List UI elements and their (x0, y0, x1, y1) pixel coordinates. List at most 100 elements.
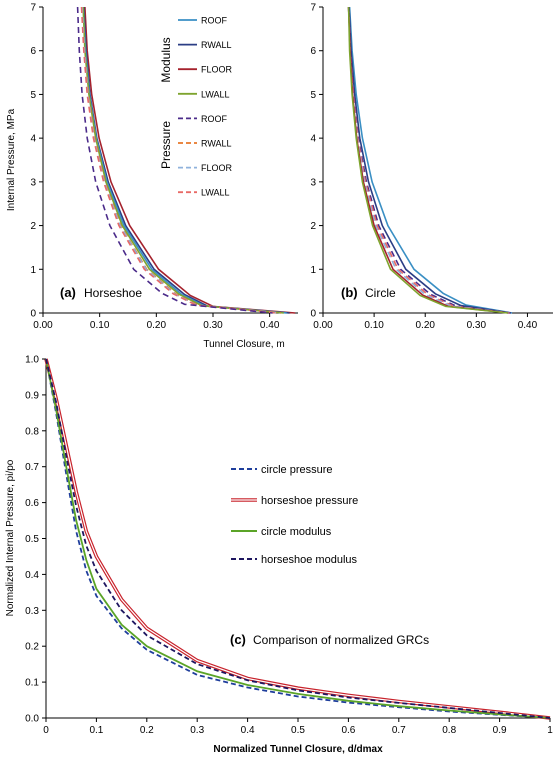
x-tick-label: 0.4 (241, 725, 255, 736)
series-line (76, 6, 273, 314)
y-tick-label: 0.1 (25, 678, 39, 689)
panel-a-label: (a) (60, 285, 76, 300)
series-line (81, 6, 282, 314)
x-tick-label: 0.30 (203, 320, 223, 331)
legend-label: LWALL (201, 89, 230, 99)
y-tick-label: 0.9 (25, 390, 39, 401)
legend-label: circle pressure (261, 464, 333, 476)
panel-c-x-axis-title: Normalized Tunnel Closure, d/dmax (213, 744, 383, 755)
y-tick-label: 0 (30, 309, 36, 320)
series-line (347, 6, 511, 314)
y-tick-label: 2 (310, 221, 316, 232)
series-line (84, 6, 296, 314)
panel-b-series (347, 6, 513, 314)
x-tick-label: 0.5 (291, 725, 305, 736)
y-tick-label: 4 (30, 134, 36, 145)
series-line (45, 358, 551, 719)
y-tick-label: 0.3 (25, 606, 39, 617)
panel-a-axes (39, 6, 298, 317)
x-tick-label: 0.6 (341, 725, 355, 736)
y-tick-label: 0 (310, 309, 316, 320)
series-line (348, 6, 512, 314)
legend-group-pressure: Pressure (159, 121, 173, 169)
panel-a-series (76, 6, 296, 314)
panel-b-name: Circle (365, 286, 396, 300)
legend-label: horseshoe modulus (261, 554, 358, 566)
series-line (45, 358, 551, 719)
y-tick-label: 3 (30, 177, 36, 188)
legend-label: FLOOR (201, 163, 233, 173)
x-tick-label: 0.00 (313, 320, 333, 331)
legend-group-modulus: Modulus (159, 37, 173, 82)
y-tick-label: 0.2 (25, 642, 39, 653)
y-tick-label: 0.5 (25, 534, 39, 545)
series-line (347, 6, 509, 314)
x-tick-label: 0.30 (467, 320, 487, 331)
series-line (347, 6, 510, 314)
panel-b: 0.00 0.10 0.20 0.30 0.40 0 1 2 3 4 5 6 7 (b) Circle (310, 3, 553, 332)
y-tick-label: 1 (30, 265, 36, 276)
legend-label: RWALL (201, 40, 232, 50)
panel-a-y-axis-title: Internal Pressure, MPa (6, 108, 17, 211)
series-line-inner (45, 358, 551, 719)
series-line (347, 6, 509, 314)
y-tick-label: 1 (310, 265, 316, 276)
legend-label: horseshoe pressure (261, 495, 358, 507)
y-tick-label: 3 (310, 177, 316, 188)
panel-b-label: (b) (341, 285, 358, 300)
x-tick-label: 0.40 (518, 320, 538, 331)
legend-label: ROOF (201, 16, 228, 26)
series-line (45, 358, 551, 719)
series-line (81, 6, 280, 314)
y-tick-label: 0.0 (25, 714, 39, 725)
series-line (82, 6, 284, 314)
y-tick-label: 5 (310, 90, 316, 101)
y-tick-label: 0.7 (25, 462, 39, 473)
y-tick-label: 0.6 (25, 498, 39, 509)
panel-c-label: (c) (230, 632, 246, 647)
y-tick-label: 1.0 (25, 355, 39, 366)
series-line (82, 6, 287, 314)
legend-label: LWALL (201, 188, 230, 198)
x-tick-label: 0.20 (147, 320, 167, 331)
x-tick-label: 0 (43, 725, 49, 736)
legend-label: FLOOR (201, 65, 233, 75)
panel-a-x-axis-title: Tunnel Closure, m (203, 339, 284, 350)
y-tick-label: 7 (310, 3, 316, 14)
panel-c-series (44, 358, 551, 720)
y-tick-label: 2 (30, 221, 36, 232)
x-tick-label: 0.10 (364, 320, 384, 331)
y-tick-label: 5 (30, 90, 36, 101)
y-tick-label: 0.8 (25, 426, 39, 437)
series-line (348, 6, 513, 314)
panel-c-ticks: 0 0.1 0.2 0.3 0.4 0.5 0.6 0.7 0.8 0.9 1 0.0 0.1 0.2 0.… (25, 355, 553, 737)
x-tick-label: 0.00 (33, 320, 53, 331)
panel-b-ticks: 0.00 0.10 0.20 0.30 0.40 0 1 2 3 4 5 6 7 (310, 3, 537, 332)
legend-label: ROOF (201, 114, 228, 124)
x-tick-label: 0.7 (392, 725, 406, 736)
y-tick-label: 7 (30, 3, 36, 14)
x-tick-label: 0.9 (493, 725, 507, 736)
panel-a: 0.00 0.10 0.20 0.30 0.40 0 1 2 3 4 5 6 7 (a) Horsesh… (6, 3, 298, 350)
panel-c-axes (42, 358, 551, 722)
x-tick-label: 0.8 (442, 725, 456, 736)
panel-c-name: Comparison of normalized GRCs (253, 633, 429, 647)
series-line (80, 6, 279, 314)
x-tick-label: 0.20 (415, 320, 435, 331)
series-line (347, 6, 510, 314)
panel-c-y-axis-title: Normalized Internal Pressure, pi/po (5, 459, 16, 616)
y-tick-label: 6 (310, 46, 316, 57)
y-tick-label: 6 (30, 46, 36, 57)
series-line (83, 6, 290, 314)
panel-a-ticks: 0.00 0.10 0.20 0.30 0.40 0 1 2 3 4 5 6 7 (30, 3, 279, 332)
x-tick-label: 1 (547, 725, 553, 736)
x-tick-label: 0.40 (260, 320, 280, 331)
x-tick-label: 0.10 (90, 320, 110, 331)
panel-a-name: Horseshoe (84, 286, 142, 300)
x-tick-label: 0.2 (140, 725, 154, 736)
panel-c-legend: circle pressure horseshoe pressure circle … (231, 464, 358, 566)
y-tick-label: 4 (310, 134, 316, 145)
panel-c: 0 0.1 0.2 0.3 0.4 0.5 0.6 0.7 0.8 0.9 1 0.0 0.1 0.2 0.… (5, 355, 553, 756)
panel-b-axes (319, 6, 553, 317)
